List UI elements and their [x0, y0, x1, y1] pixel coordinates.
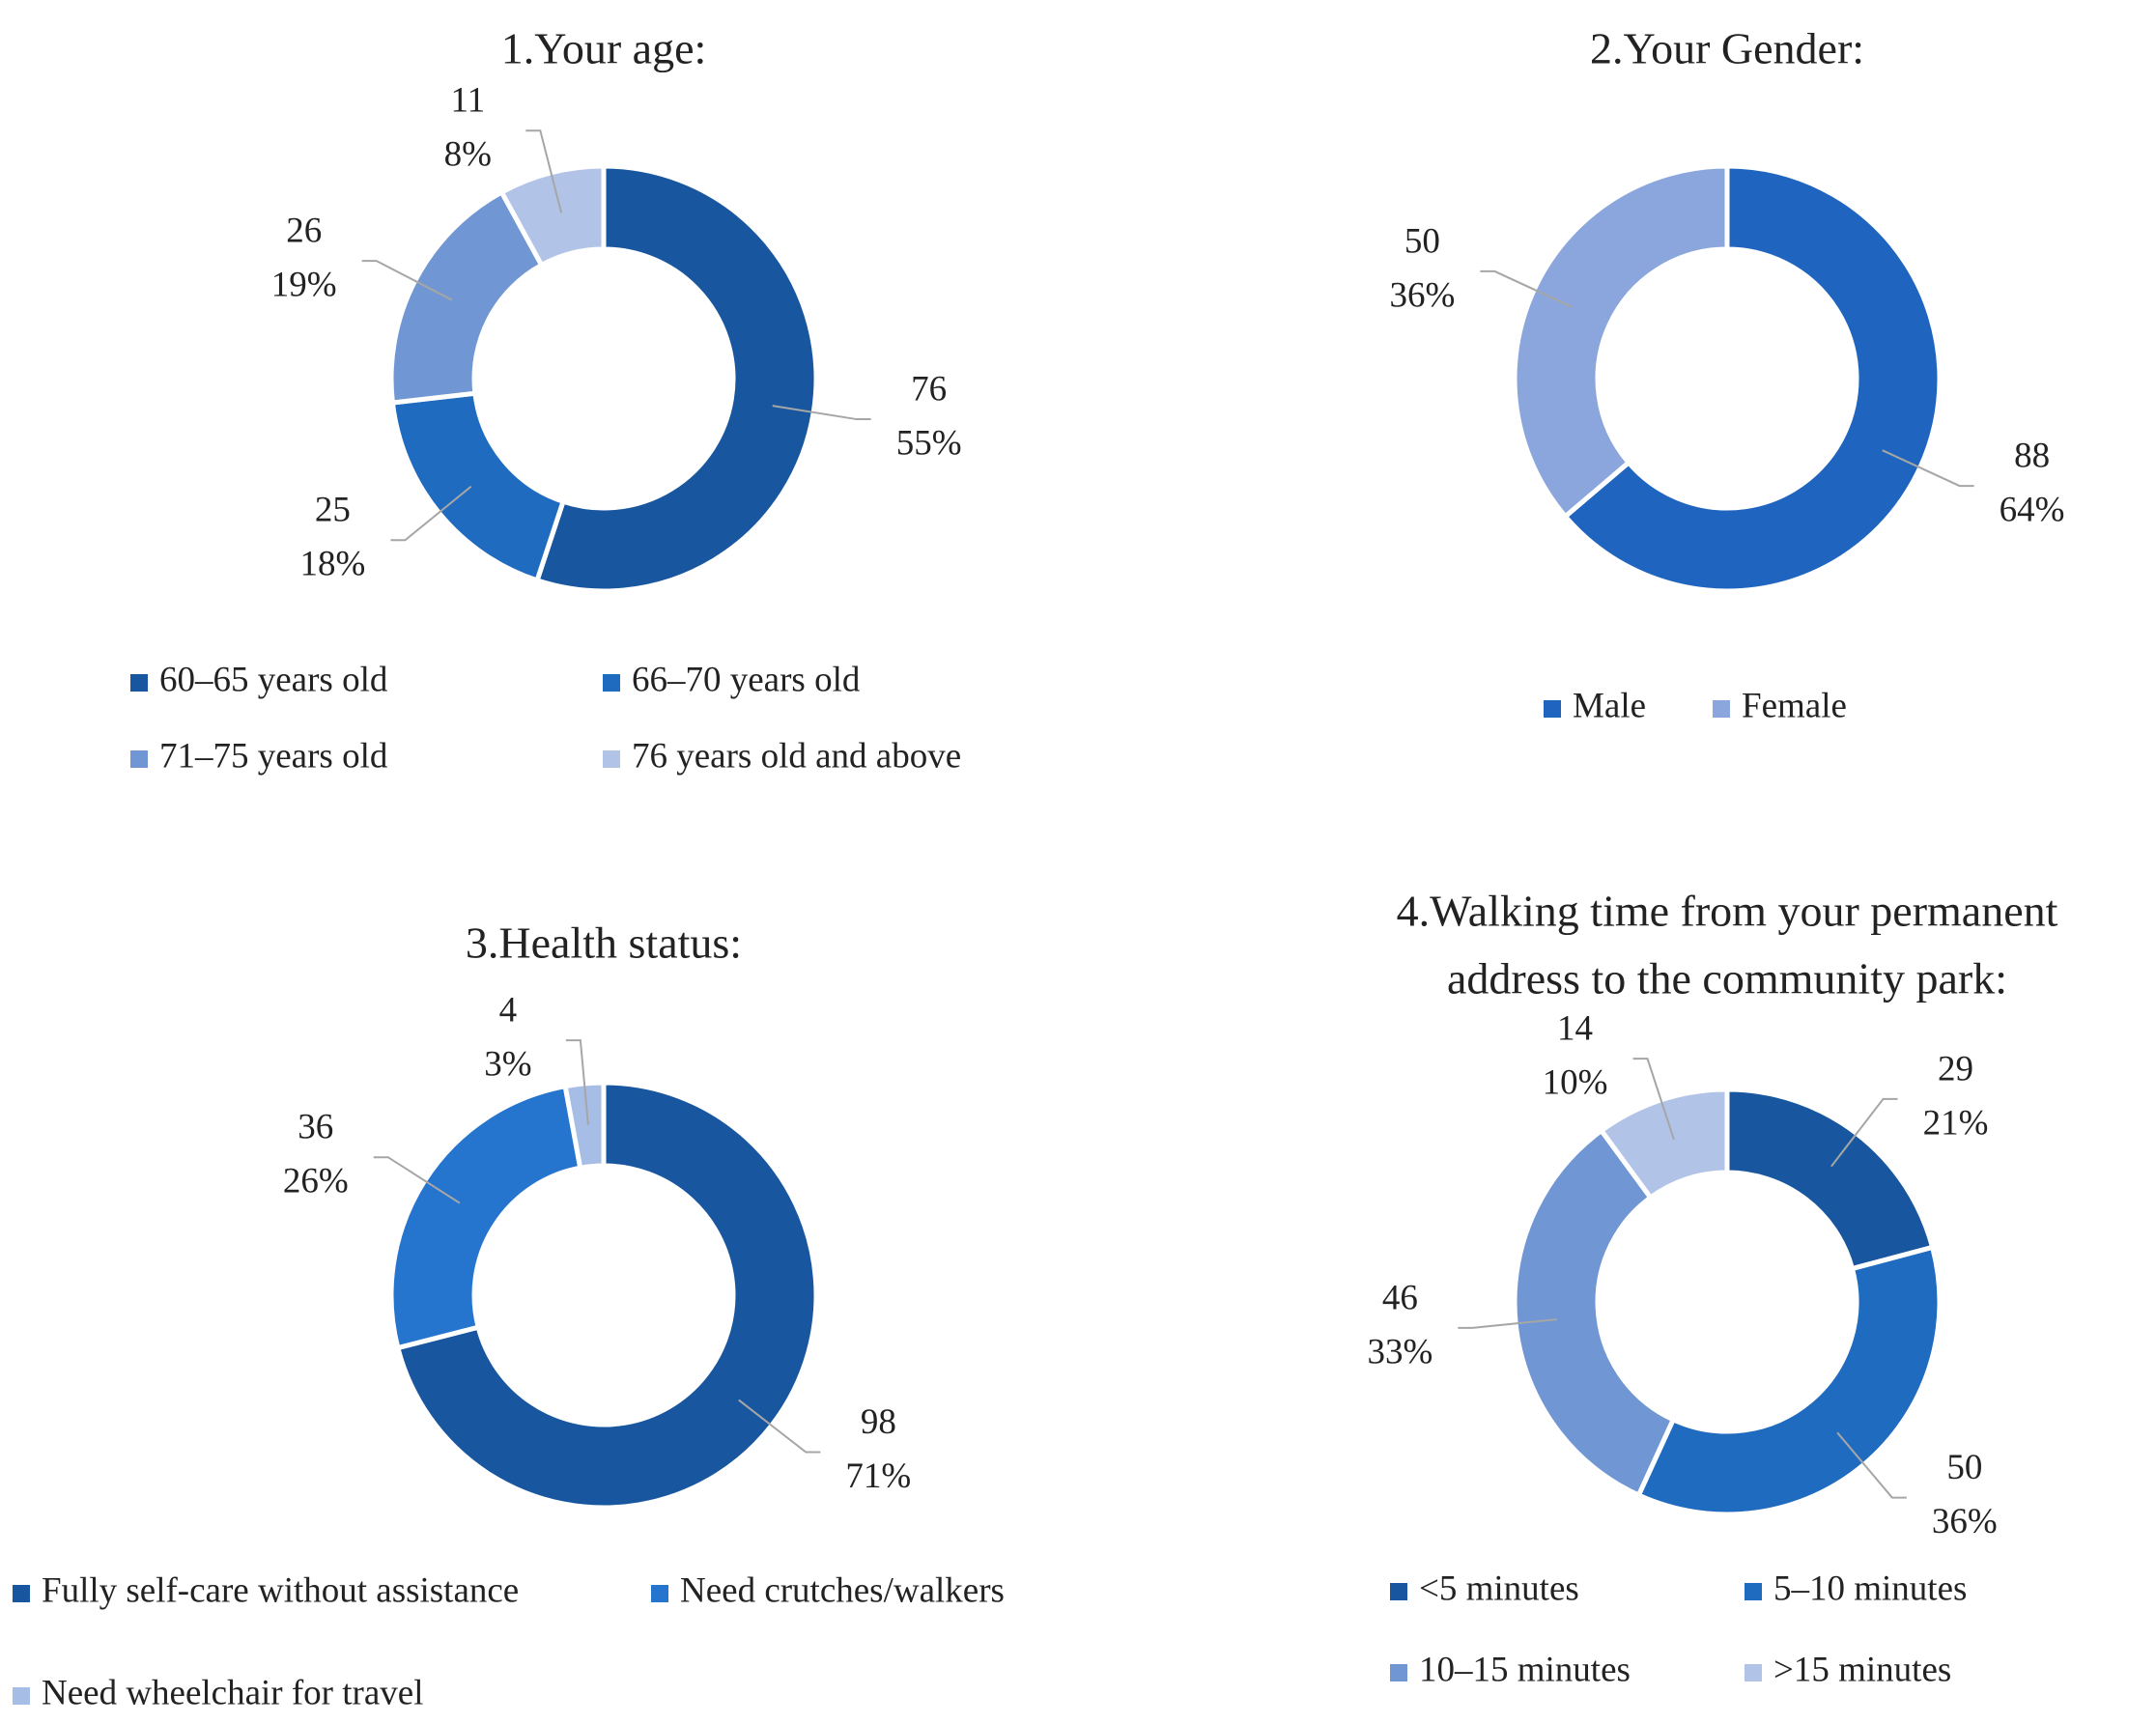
value-label: 29: [1938, 1049, 1973, 1088]
leader-line: [565, 1039, 589, 1125]
percent-label: 10%: [1543, 1063, 1608, 1103]
leader-line: [1882, 449, 1974, 488]
legend-label: Need crutches/walkers: [680, 1570, 1005, 1610]
percent-label: 19%: [271, 266, 337, 305]
value-label: 88: [2014, 437, 2050, 476]
slice: [497, 163, 607, 268]
value-label: 14: [1557, 1009, 1593, 1049]
value-label: 46: [1382, 1278, 1418, 1317]
slice: [1598, 1087, 1730, 1201]
slice: [533, 163, 819, 594]
percent-label: 18%: [300, 545, 366, 584]
legend-label: Fully self-care without assistance: [42, 1570, 519, 1610]
legend-label: 76 years old and above: [632, 736, 961, 776]
value-label: 50: [1946, 1448, 1982, 1487]
value-label: 11: [451, 81, 486, 121]
slice: [388, 188, 546, 406]
chart-title: 3.Health status:: [466, 919, 742, 968]
percent-label: 55%: [896, 424, 962, 464]
legend-swatch: [1544, 700, 1561, 718]
slice: [562, 1080, 607, 1172]
value-label: 4: [499, 991, 518, 1031]
legend-label: Need wheelchair for travel: [42, 1673, 423, 1712]
slice: [1635, 1244, 1943, 1517]
legend-swatch: [13, 1687, 30, 1705]
percent-label: 33%: [1367, 1332, 1433, 1371]
leader-line: [390, 485, 472, 542]
percent-label: 64%: [2000, 491, 2065, 530]
chart-title: 1.Your age:: [501, 24, 707, 73]
legend-swatch: [1745, 1583, 1762, 1600]
percent-label: 36%: [1389, 275, 1455, 315]
legend-label: 71–75 years old: [159, 736, 388, 776]
legend-label: 10–15 minutes: [1419, 1650, 1631, 1689]
percent-label: 21%: [1923, 1103, 1989, 1143]
slice: [1724, 1087, 1936, 1272]
legend-label: Male: [1573, 686, 1646, 725]
slice: [389, 390, 567, 584]
value-label: 76: [911, 370, 947, 410]
value-label: 26: [286, 212, 322, 251]
value-label: 50: [1404, 221, 1440, 261]
legend-label: Female: [1742, 686, 1847, 725]
leader-line: [772, 405, 871, 421]
percent-label: 3%: [484, 1045, 531, 1085]
value-label: 25: [315, 491, 351, 530]
legend-label: <5 minutes: [1419, 1569, 1579, 1608]
legend-swatch: [1745, 1664, 1762, 1682]
leader-line: [1632, 1058, 1675, 1141]
value-label: 36: [298, 1108, 333, 1147]
legend-label: 66–70 years old: [632, 660, 861, 699]
leader-line: [525, 129, 563, 213]
leader-line: [1458, 1317, 1558, 1329]
leader-line: [1480, 269, 1573, 308]
legend-swatch: [651, 1585, 668, 1602]
legend-swatch: [1713, 700, 1730, 718]
leader-line: [1836, 1431, 1907, 1499]
leader-line: [738, 1399, 821, 1454]
chart-title: 2.Your Gender:: [1590, 24, 1864, 73]
legend-swatch: [1390, 1664, 1407, 1682]
legend-swatch: [603, 674, 620, 692]
legend-swatch: [603, 750, 620, 768]
slice: [394, 1080, 819, 1511]
legend-swatch: [1390, 1583, 1407, 1600]
legend-swatch: [13, 1585, 30, 1602]
percent-label: 36%: [1932, 1502, 1998, 1541]
legend-swatch: [130, 750, 148, 768]
slice: [1512, 1127, 1677, 1499]
percent-label: 26%: [283, 1162, 349, 1201]
chart-title: 4.Walking time from your permanent: [1397, 887, 2058, 936]
slice: [388, 1083, 583, 1351]
percent-label: 8%: [444, 135, 492, 175]
leader-line: [1830, 1097, 1898, 1168]
percent-label: 71%: [845, 1456, 911, 1496]
legend-label: 5–10 minutes: [1773, 1569, 1967, 1608]
leader-line: [373, 1156, 461, 1204]
legend-label: >15 minutes: [1773, 1650, 1951, 1689]
leader-line: [361, 260, 453, 301]
slice: [1562, 163, 1943, 594]
slice: [1512, 163, 1730, 521]
legend-swatch: [130, 674, 148, 692]
value-label: 98: [861, 1402, 896, 1442]
legend-label: 60–65 years old: [159, 660, 388, 699]
chart-title: address to the community park:: [1447, 954, 2007, 1003]
